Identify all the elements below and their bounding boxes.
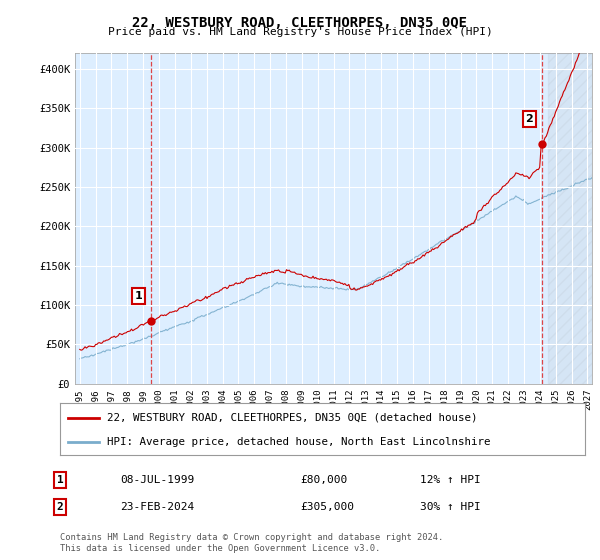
Text: Contains HM Land Registry data © Crown copyright and database right 2024.
This d: Contains HM Land Registry data © Crown c…: [60, 533, 443, 553]
Text: 12% ↑ HPI: 12% ↑ HPI: [420, 475, 481, 485]
Text: 22, WESTBURY ROAD, CLEETHORPES, DN35 0QE (detached house): 22, WESTBURY ROAD, CLEETHORPES, DN35 0QE…: [107, 413, 478, 423]
Text: 2: 2: [56, 502, 64, 512]
Text: 22, WESTBURY ROAD, CLEETHORPES, DN35 0QE: 22, WESTBURY ROAD, CLEETHORPES, DN35 0QE: [133, 16, 467, 30]
Text: 1: 1: [56, 475, 64, 485]
Text: 08-JUL-1999: 08-JUL-1999: [120, 475, 194, 485]
Text: 2: 2: [526, 114, 533, 124]
Text: HPI: Average price, detached house, North East Lincolnshire: HPI: Average price, detached house, Nort…: [107, 437, 491, 447]
Text: £305,000: £305,000: [300, 502, 354, 512]
Text: £80,000: £80,000: [300, 475, 347, 485]
Text: 30% ↑ HPI: 30% ↑ HPI: [420, 502, 481, 512]
Text: 23-FEB-2024: 23-FEB-2024: [120, 502, 194, 512]
Text: 1: 1: [135, 291, 143, 301]
Text: Price paid vs. HM Land Registry's House Price Index (HPI): Price paid vs. HM Land Registry's House …: [107, 27, 493, 38]
